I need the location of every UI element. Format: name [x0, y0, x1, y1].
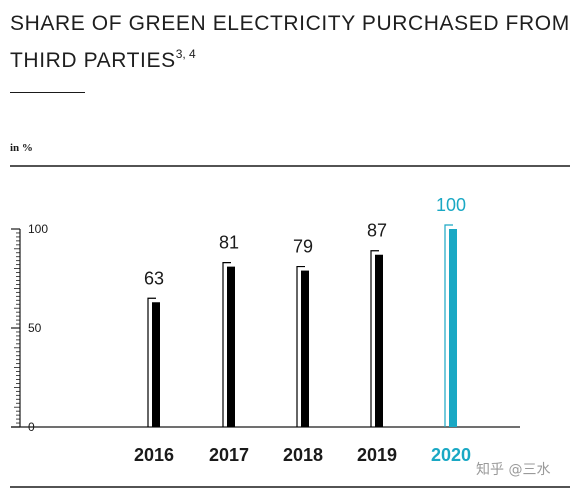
- chart-title-line-2: THIRD PARTIES3, 4: [10, 39, 570, 76]
- bar-outline-2019: [370, 250, 379, 427]
- bar-2019: [375, 254, 383, 427]
- value-label-2017: 81: [219, 233, 239, 253]
- y-tick-label: 0: [28, 420, 35, 434]
- category-label-2019: 2019: [357, 445, 397, 465]
- category-label-2020: 2020: [431, 445, 471, 465]
- bar-outline-2017: [222, 262, 231, 427]
- bar-outline-2016: [147, 297, 156, 427]
- category-label-2016: 2016: [134, 445, 174, 465]
- chart-title-line-2-text: THIRD PARTIES: [10, 49, 176, 72]
- bar-outline-2020: [444, 224, 453, 427]
- bar-2018: [301, 270, 309, 427]
- unit-label: in %: [10, 142, 33, 154]
- category-label-2017: 2017: [209, 445, 249, 465]
- bar-2017: [227, 266, 235, 427]
- value-label-2018: 79: [293, 237, 313, 257]
- value-label-2019: 87: [367, 221, 387, 241]
- watermark: 知乎 @三水: [476, 462, 551, 478]
- value-label-2016: 63: [144, 268, 164, 288]
- bar-2020: [449, 229, 457, 427]
- y-tick-label: 100: [28, 222, 48, 236]
- bar-outline-2018: [296, 265, 305, 427]
- footnote-ref: 3, 4: [175, 47, 196, 61]
- y-tick-label: 50: [28, 321, 42, 335]
- chart-title-line-1: SHARE OF GREEN ELECTRICITY PURCHASED FRO…: [10, 12, 570, 35]
- bar-2016: [152, 302, 160, 427]
- category-label-2018: 2018: [283, 445, 323, 465]
- value-label-2020: 100: [436, 195, 466, 215]
- title-underline: [10, 92, 85, 93]
- chart-title: SHARE OF GREEN ELECTRICITY PURCHASED FRO…: [10, 8, 570, 76]
